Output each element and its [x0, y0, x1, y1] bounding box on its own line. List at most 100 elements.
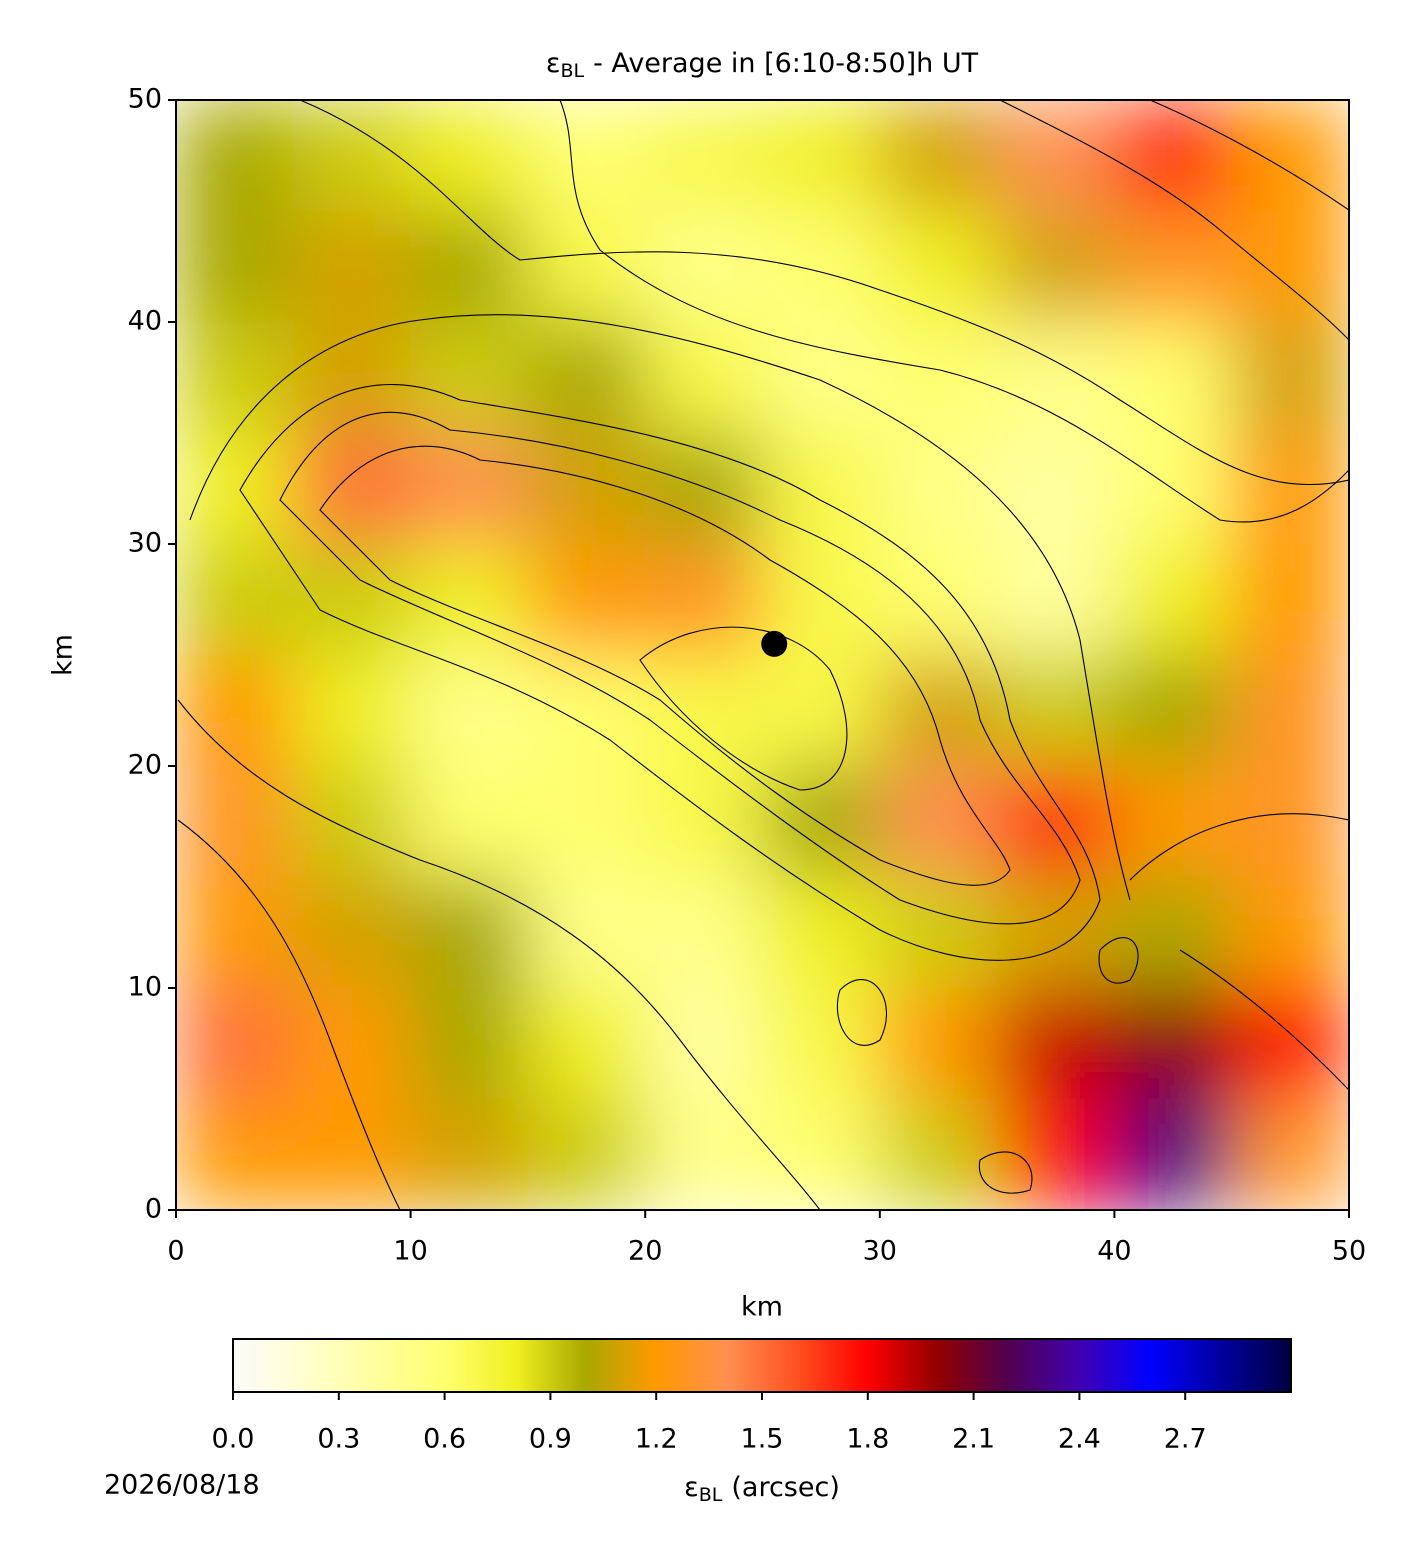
field-cell: [996, 321, 1115, 434]
colorbar: [232, 1338, 1292, 1393]
field-cell: [1231, 100, 1349, 212]
plot-frame: [175, 99, 1350, 1211]
field-cell: [879, 321, 998, 434]
field-cell: [1113, 876, 1233, 989]
field-cell: [879, 987, 998, 1100]
y-tick-label: 30: [128, 528, 162, 559]
field-cell: [292, 210, 412, 323]
field-cell: [1231, 432, 1349, 545]
contour: [1179, 949, 1349, 1091]
field-cell: [527, 1098, 646, 1210]
field-cell: [527, 100, 646, 212]
field-cell: [176, 432, 294, 545]
field-cell: [1231, 765, 1349, 878]
field-cell: [176, 210, 294, 323]
field-cell: [996, 654, 1115, 767]
field-cell: [1231, 321, 1349, 434]
field-cell: [996, 210, 1115, 323]
field-cell: [527, 432, 646, 545]
colorbar-label: εBL (arcsec): [684, 1472, 840, 1506]
contour: [639, 626, 848, 791]
field-cell: [527, 654, 646, 767]
field-cell: [996, 765, 1115, 878]
date: 2026/08/18: [104, 1470, 260, 1501]
field-cell: [762, 765, 881, 878]
field-cell: [644, 765, 763, 878]
field-cell: [644, 876, 763, 989]
field-cell: [410, 100, 529, 212]
field-cell: [879, 100, 998, 212]
field-cell: [762, 100, 881, 212]
field-cell: [410, 765, 529, 878]
contour: [319, 445, 1011, 886]
y-tick-label: 10: [128, 972, 162, 1003]
field: [176, 100, 1349, 1210]
colorbar-subscript: BL: [699, 1484, 723, 1506]
field-cell: [1113, 765, 1233, 878]
field-cell: [527, 765, 646, 878]
site-marker: [761, 630, 788, 657]
contour: [999, 100, 1349, 341]
field-cell: [879, 765, 998, 878]
contour: [177, 699, 821, 1210]
field-cell: [762, 210, 881, 323]
x-tick-label: 30: [863, 1236, 897, 1267]
field-cell: [1113, 321, 1233, 434]
field-cell: [879, 1098, 998, 1210]
y-tick-label: 50: [128, 84, 162, 115]
field-cell: [644, 432, 763, 545]
field-cell: [996, 100, 1115, 212]
field-cell: [176, 100, 294, 212]
field-cell: [644, 100, 763, 212]
colorbar-tick-label: 2.1: [952, 1424, 995, 1455]
field-cell: [996, 876, 1115, 989]
field-cell: [879, 543, 998, 656]
field-cell: [644, 654, 763, 767]
contour: [279, 411, 1081, 925]
title-subscript: BL: [560, 60, 584, 82]
field-cell: [410, 1098, 529, 1210]
field-cell: [879, 876, 998, 989]
field-cell: [1113, 987, 1233, 1100]
field-cell: [1113, 654, 1233, 767]
field-cell: [527, 876, 646, 989]
title-symbol: ε: [546, 48, 561, 79]
field-cell: [996, 543, 1115, 656]
field-cell: [762, 654, 881, 767]
field-cell: [762, 321, 881, 434]
x-tick-label: 20: [628, 1236, 662, 1267]
field-cell: [292, 987, 412, 1100]
colorbar-tick-label: 0.0: [212, 1424, 255, 1455]
contour: [1098, 937, 1139, 984]
x-tick-label: 10: [393, 1236, 427, 1267]
field-cell: [762, 876, 881, 989]
field-cell: [527, 321, 646, 434]
field-cell: [292, 654, 412, 767]
colorbar-label-text: (arcsec): [731, 1472, 840, 1503]
contour: [299, 100, 1349, 485]
contour: [1149, 100, 1349, 211]
field-cell: [410, 876, 529, 989]
field-cell: [176, 876, 294, 989]
colorbar-symbol: ε: [684, 1472, 699, 1503]
field-cell: [410, 432, 529, 545]
field-cell: [292, 1098, 412, 1210]
field-cell: [1113, 1098, 1233, 1210]
field-cell: [176, 321, 294, 434]
field-cell: [1231, 210, 1349, 323]
field-cell: [879, 432, 998, 545]
field-cell: [644, 321, 763, 434]
field-cell: [644, 1098, 763, 1210]
field-cell: [879, 654, 998, 767]
field-cell: [410, 321, 529, 434]
title-text: - Average in [6:10-8:50]h UT: [593, 48, 979, 79]
field-cell: [292, 321, 412, 434]
field-cell: [292, 876, 412, 989]
field-cell: [644, 987, 763, 1100]
contour: [978, 1151, 1033, 1194]
colorbar-tick-label: 1.8: [846, 1424, 889, 1455]
field-cell: [644, 210, 763, 323]
colorbar-tick-label: 1.5: [741, 1424, 784, 1455]
contour: [239, 383, 1101, 961]
